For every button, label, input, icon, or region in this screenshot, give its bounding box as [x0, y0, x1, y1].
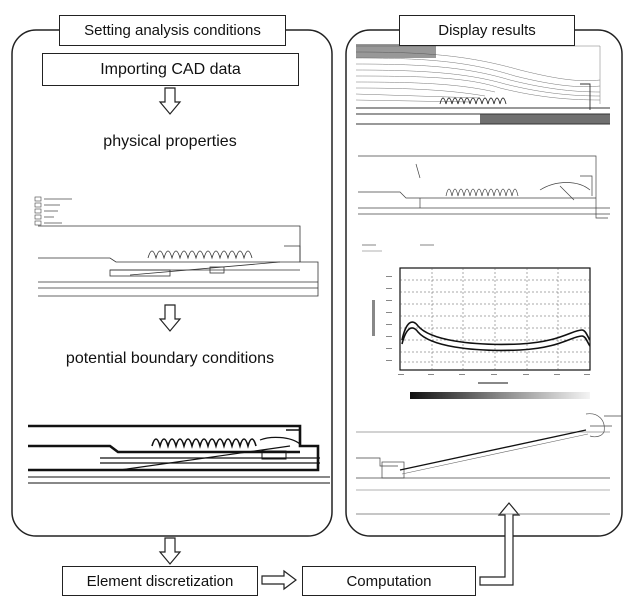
contour-gradient-band: [480, 114, 610, 124]
boundary-conditions-step: potential boundary conditions: [65, 350, 275, 367]
element-discretization-box: Element discretization: [62, 566, 258, 596]
left-panel-title: Setting analysis conditions: [59, 15, 286, 46]
physical-properties-step: physical properties: [103, 133, 237, 150]
zoomed-edge-view: [356, 413, 622, 515]
computation-box: Computation: [302, 566, 476, 596]
hollow-arrow-down-icon: [158, 537, 182, 565]
elbow-arrow-up-icon: [479, 502, 521, 586]
grayscale-scale-bar: [410, 392, 590, 399]
hollow-arrow-down-icon: [158, 87, 182, 115]
physical-properties-model: [38, 225, 319, 297]
hollow-arrow-right-icon: [261, 569, 297, 591]
hollow-arrow-down-icon: [158, 304, 182, 332]
boundary-conditions-model: [28, 424, 330, 484]
right-panel-title: Display results: [399, 15, 575, 46]
annotated-field-plot: [358, 155, 610, 219]
material-legend: [34, 196, 72, 226]
import-cad-step: Importing CAD data: [42, 53, 299, 86]
result-line-chart: [362, 244, 591, 384]
contour-dark-band: [356, 44, 436, 58]
